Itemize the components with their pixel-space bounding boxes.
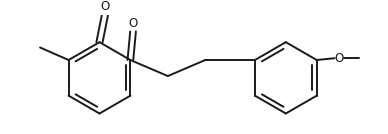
Text: O: O xyxy=(128,17,138,30)
Text: O: O xyxy=(334,52,344,65)
Text: O: O xyxy=(100,0,109,13)
